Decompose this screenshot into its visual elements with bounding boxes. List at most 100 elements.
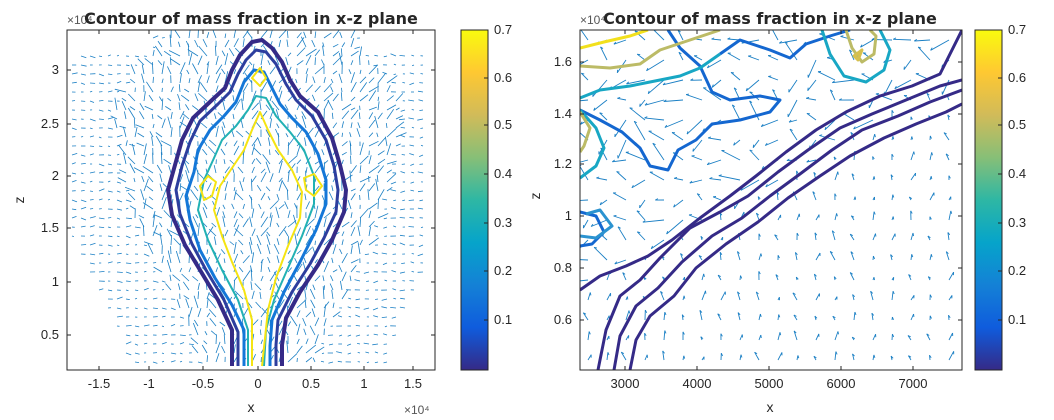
velocity-arrow — [312, 357, 316, 363]
velocity-arrow-head — [692, 148, 694, 152]
velocity-arrow-head — [663, 99, 667, 102]
velocity-arrow — [114, 88, 127, 93]
velocity-arrow — [152, 262, 157, 264]
velocity-arrow — [304, 289, 307, 300]
velocity-arrow — [143, 253, 150, 257]
velocity-arrow — [872, 211, 875, 221]
velocity-arrow — [125, 189, 130, 192]
velocity-arrow — [266, 231, 271, 237]
velocity-arrow — [296, 37, 305, 48]
velocity-arrow-head — [871, 37, 875, 40]
velocity-arrow — [332, 51, 340, 57]
velocity-arrow — [350, 226, 356, 237]
velocity-arrow — [80, 82, 86, 85]
velocity-arrow-head — [737, 291, 741, 295]
velocity-arrow-head — [929, 315, 932, 319]
velocity-arrow — [116, 252, 122, 255]
velocity-arrow — [339, 248, 343, 255]
velocity-arrow — [276, 123, 280, 129]
velocity-arrow — [341, 87, 343, 93]
velocity-arrow — [116, 315, 123, 318]
velocity-arrow-head — [593, 246, 598, 249]
colorbar-tick-label: 0.4 — [1008, 166, 1026, 181]
velocity-arrow — [580, 199, 589, 201]
velocity-arrow — [948, 332, 954, 341]
velocity-arrow — [125, 207, 129, 210]
velocity-arrow — [341, 103, 352, 111]
velocity-arrow — [236, 130, 244, 138]
velocity-arrow — [175, 250, 181, 264]
velocity-arrow — [285, 57, 289, 66]
velocity-arrow — [275, 206, 280, 219]
velocity-arrow — [240, 120, 244, 129]
velocity-arrow-head — [873, 211, 876, 215]
velocity-arrow — [71, 172, 77, 175]
velocity-arrow — [399, 55, 406, 57]
velocity-arrow — [124, 186, 136, 192]
velocity-arrow — [321, 195, 325, 201]
velocity-arrow — [143, 270, 147, 273]
velocity-arrow — [711, 38, 722, 41]
velocity-arrow — [141, 73, 145, 84]
velocity-arrow — [287, 30, 289, 39]
velocity-arrow — [170, 324, 176, 327]
velocity-arrow — [134, 297, 138, 300]
velocity-arrow — [98, 118, 104, 120]
velocity-arrow — [276, 222, 280, 228]
velocity-arrow — [794, 252, 798, 261]
velocity-arrow-head — [740, 354, 743, 358]
velocity-arrow-head — [829, 251, 833, 254]
velocity-arrow — [140, 189, 145, 201]
velocity-arrow — [147, 243, 154, 255]
velocity-arrow — [399, 271, 406, 274]
velocity-arrow — [834, 171, 839, 181]
velocity-arrow — [233, 145, 240, 156]
velocity-arrow — [399, 306, 406, 309]
velocity-arrow — [376, 174, 379, 183]
velocity-arrow — [89, 234, 95, 237]
velocity-arrow — [305, 84, 313, 93]
velocity-arrow-head — [873, 277, 875, 281]
velocity-arrow — [341, 271, 347, 282]
velocity-arrow — [143, 178, 149, 192]
velocity-arrow-head — [580, 121, 583, 125]
velocity-arrow-head — [646, 67, 649, 71]
velocity-arrow — [311, 39, 316, 48]
velocity-arrow — [287, 250, 291, 255]
velocity-arrow — [233, 344, 236, 354]
velocity-arrow — [314, 66, 324, 75]
velocity-arrow — [266, 234, 271, 246]
velocity-arrow — [323, 217, 327, 228]
velocity-arrow — [152, 123, 155, 129]
velocity-arrow — [417, 118, 424, 121]
velocity-arrow — [242, 64, 250, 75]
velocity-arrow-head — [700, 235, 704, 239]
velocity-arrow — [947, 232, 950, 241]
velocity-arrow — [259, 100, 262, 111]
velocity-arrow — [278, 299, 285, 309]
velocity-arrow — [883, 79, 893, 96]
velocity-arrow — [720, 291, 726, 301]
velocity-arrow — [390, 181, 397, 185]
velocity-arrow-head — [796, 170, 799, 174]
left-x-multiplier: ×10⁴ — [404, 403, 430, 417]
velocity-arrow — [382, 333, 388, 336]
velocity-arrow — [948, 271, 954, 281]
velocity-arrow-head — [873, 354, 876, 358]
velocity-arrow — [894, 79, 912, 90]
velocity-arrow — [633, 120, 646, 141]
velocity-arrow — [341, 121, 344, 129]
velocity-arrow — [903, 59, 912, 70]
x-tick-label: -1.5 — [88, 376, 110, 391]
velocity-arrow — [89, 55, 96, 59]
velocity-arrow — [775, 274, 779, 281]
velocity-arrow-head — [891, 110, 894, 114]
velocity-arrow — [332, 93, 339, 102]
velocity-arrow-head — [813, 355, 817, 359]
velocity-arrow — [134, 334, 139, 337]
velocity-arrow — [134, 234, 140, 237]
velocity-arrow — [251, 319, 259, 327]
velocity-arrow — [142, 165, 154, 174]
velocity-arrow — [147, 176, 154, 183]
velocity-arrow — [350, 155, 352, 165]
